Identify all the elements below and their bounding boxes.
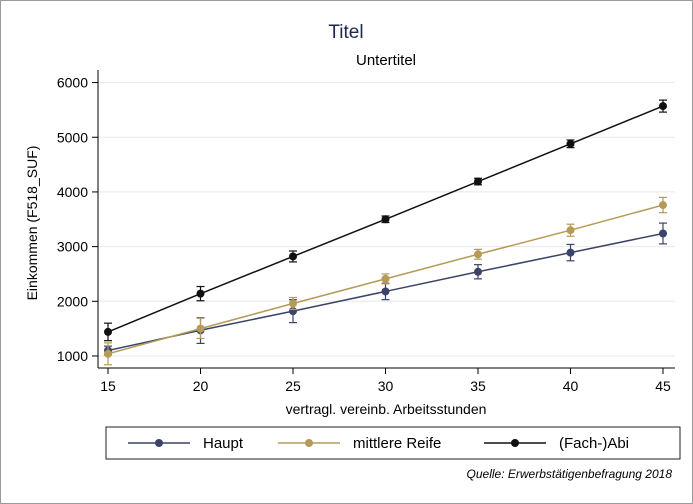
data-point <box>381 215 390 224</box>
y-tick-label: 3000 <box>57 239 88 255</box>
y-tick-label: 5000 <box>57 129 88 145</box>
y-tick-labels: 1000 2000 3000 4000 5000 6000 <box>57 75 88 364</box>
data-point <box>289 252 297 261</box>
axes <box>92 70 675 374</box>
x-axis-label: vertragl. vereinb. Arbeitsstunden <box>286 401 487 417</box>
legend-label: (Fach-)Abi <box>559 435 629 452</box>
x-tick-label: 45 <box>655 378 671 394</box>
grid-lines <box>98 82 675 357</box>
data-point <box>381 287 390 296</box>
chart-title: Titel <box>328 22 363 43</box>
legend-marker <box>511 439 519 447</box>
x-tick-label: 35 <box>470 378 486 394</box>
x-tick-label: 15 <box>100 378 116 394</box>
data-point <box>659 102 667 111</box>
x-tick-label: 20 <box>193 378 209 394</box>
legend-marker <box>305 439 313 447</box>
x-tick-label: 30 <box>378 378 394 394</box>
series-2 <box>104 99 667 342</box>
legend: Haupt mittlere Reife (Fach-)Abi <box>105 426 681 460</box>
legend-label: Haupt <box>203 435 244 452</box>
series-0 <box>104 222 667 356</box>
legend-marker <box>155 439 163 447</box>
source-note: Quelle: Erwerbstätigenbefragung 2018 <box>467 467 673 481</box>
y-tick-label: 1000 <box>57 348 88 364</box>
data-point <box>196 289 205 298</box>
legend-box <box>105 426 681 460</box>
data-point <box>566 139 575 148</box>
data-point <box>474 250 482 259</box>
data-point <box>659 229 667 238</box>
chart-subtitle: Untertitel <box>356 52 416 69</box>
y-tick-label: 4000 <box>57 184 88 200</box>
data-point <box>196 324 205 333</box>
legend-label: mittlere Reife <box>353 435 441 452</box>
legend-item-0: Haupt <box>128 435 244 452</box>
legend-item-1: mittlere Reife <box>278 435 441 452</box>
data-point <box>566 248 575 257</box>
y-tick-label: 6000 <box>57 75 88 91</box>
x-tick-labels: 15 20 25 30 35 40 45 <box>100 378 671 394</box>
x-tick-label: 40 <box>563 378 579 394</box>
data-point <box>659 201 667 210</box>
y-axis-label: Einkommen (F518_SUF) <box>24 146 40 301</box>
legend-item-2: (Fach-)Abi <box>484 435 629 452</box>
data-point <box>474 177 482 186</box>
series-group <box>104 99 667 366</box>
x-tick-label: 25 <box>285 378 301 394</box>
series-1 <box>104 196 667 366</box>
data-point <box>566 226 575 235</box>
data-point <box>104 327 112 336</box>
data-point <box>104 349 112 358</box>
data-point <box>289 299 297 308</box>
y-tick-label: 2000 <box>57 293 88 309</box>
data-point <box>474 267 482 276</box>
data-point <box>381 274 390 283</box>
